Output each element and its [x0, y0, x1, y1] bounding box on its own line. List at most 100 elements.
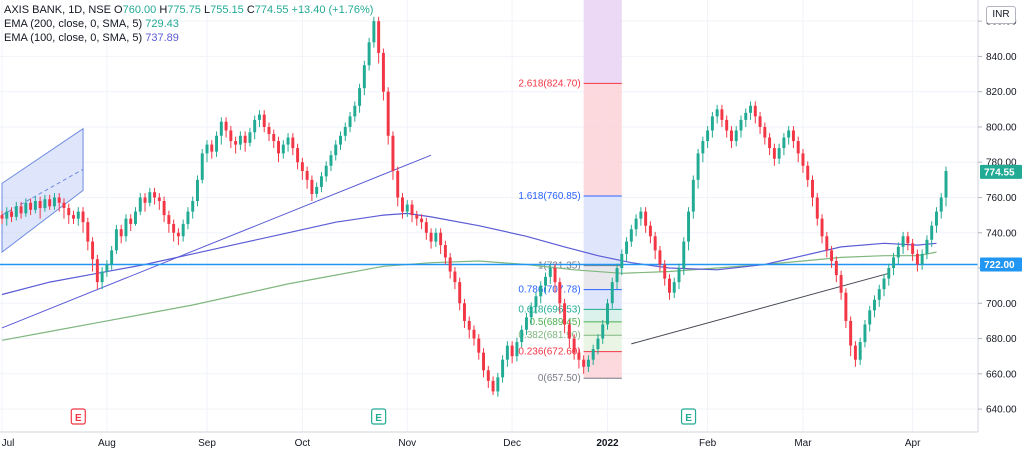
candle-body: [744, 112, 748, 120]
candle: [520, 325, 524, 348]
candle: [157, 193, 161, 210]
candle: [396, 166, 400, 207]
candle: [453, 267, 457, 290]
candle: [791, 126, 795, 149]
candle-body: [629, 229, 633, 242]
symbol-label[interactable]: AXIS BANK, 1D, NSE: [4, 4, 111, 16]
candle-body: [801, 153, 805, 166]
fib-zone: [583, 351, 622, 379]
candle: [892, 253, 896, 276]
candle-body: [129, 218, 133, 224]
x-tick-label: Aug: [98, 438, 116, 449]
candle-body: [524, 317, 528, 330]
candle: [939, 193, 943, 219]
candle-body: [539, 285, 543, 297]
candle-body: [339, 135, 342, 145]
candle: [553, 263, 557, 293]
candle: [710, 111, 714, 138]
candle-body: [758, 116, 762, 127]
candle: [606, 298, 609, 330]
legend-ema200-row[interactable]: EMA (200, close, 0, SMA, 5) 729.43: [4, 17, 373, 31]
fib-zone: [583, 195, 622, 266]
candle: [315, 182, 319, 198]
candle: [591, 344, 595, 365]
candle: [634, 214, 638, 237]
candle-body: [725, 119, 729, 131]
candle-body: [734, 130, 738, 142]
candle-body: [19, 206, 23, 214]
candle: [548, 263, 552, 284]
candle: [763, 122, 767, 145]
candle-body: [825, 236, 829, 251]
candle-body: [238, 135, 242, 145]
candle-body: [687, 211, 691, 242]
candle: [768, 133, 772, 156]
candle: [86, 217, 90, 251]
candle-body: [925, 239, 929, 254]
candle: [830, 245, 834, 269]
candle-body: [439, 232, 443, 246]
x-tick-label: Nov: [398, 438, 416, 449]
candle-body: [920, 253, 924, 265]
candle-body: [167, 215, 171, 224]
candle-body: [257, 114, 261, 120]
legend-ema100-row[interactable]: EMA (100, close, 0, SMA, 5) 737.89: [4, 31, 373, 45]
fib-level-label: 0.5(689.45): [530, 317, 581, 328]
candle-body: [172, 223, 176, 233]
candle-body: [334, 144, 338, 156]
candle: [944, 166, 948, 207]
candle-body: [577, 352, 581, 360]
candle: [491, 376, 495, 395]
candle-body: [944, 171, 948, 198]
candle: [720, 104, 724, 127]
candle: [134, 207, 137, 226]
candle-body: [672, 282, 676, 293]
x-tick-label: Sep: [198, 438, 216, 449]
price-label-box: [980, 257, 1022, 272]
candle-body: [486, 370, 490, 381]
price-label-text: 774.55: [984, 167, 1015, 178]
candle-body: [863, 324, 867, 343]
candle: [48, 194, 52, 210]
candle: [267, 122, 271, 142]
candle-body: [653, 236, 657, 251]
candle-body: [424, 222, 428, 233]
candle-body: [43, 199, 47, 209]
candle: [243, 131, 247, 152]
candle: [934, 207, 938, 233]
earnings-marker: E: [371, 408, 387, 425]
earnings-marker-label: E: [375, 413, 382, 424]
candle: [873, 295, 876, 318]
candle: [915, 249, 919, 272]
open-value: 760.00: [122, 4, 157, 16]
candle: [648, 221, 652, 244]
ema100-value: 737.89: [145, 32, 179, 44]
candle: [901, 231, 905, 254]
candle: [19, 201, 23, 219]
fib-level-label: 0.382(681.90): [518, 330, 580, 341]
candle-body: [639, 211, 643, 219]
candle: [586, 355, 590, 373]
candle-body: [362, 65, 366, 89]
candle-body: [105, 264, 109, 272]
candle-body: [477, 338, 481, 353]
candle: [772, 143, 776, 166]
candle-body: [558, 282, 562, 304]
candle: [24, 198, 28, 217]
candle: [410, 200, 414, 223]
x-tick-label: Jul: [2, 438, 15, 449]
candle-body: [429, 232, 433, 242]
candle: [744, 108, 748, 127]
candle-body: [253, 119, 257, 133]
candle: [486, 365, 490, 388]
currency-badge[interactable]: INR: [986, 6, 1016, 24]
candle-body: [67, 208, 71, 216]
candle: [496, 372, 500, 397]
fib-level-label: 0.618(696.53): [518, 304, 580, 315]
candle-body: [143, 197, 147, 203]
candle-body: [157, 197, 161, 202]
candle: [286, 133, 290, 152]
candle-body: [24, 202, 28, 214]
